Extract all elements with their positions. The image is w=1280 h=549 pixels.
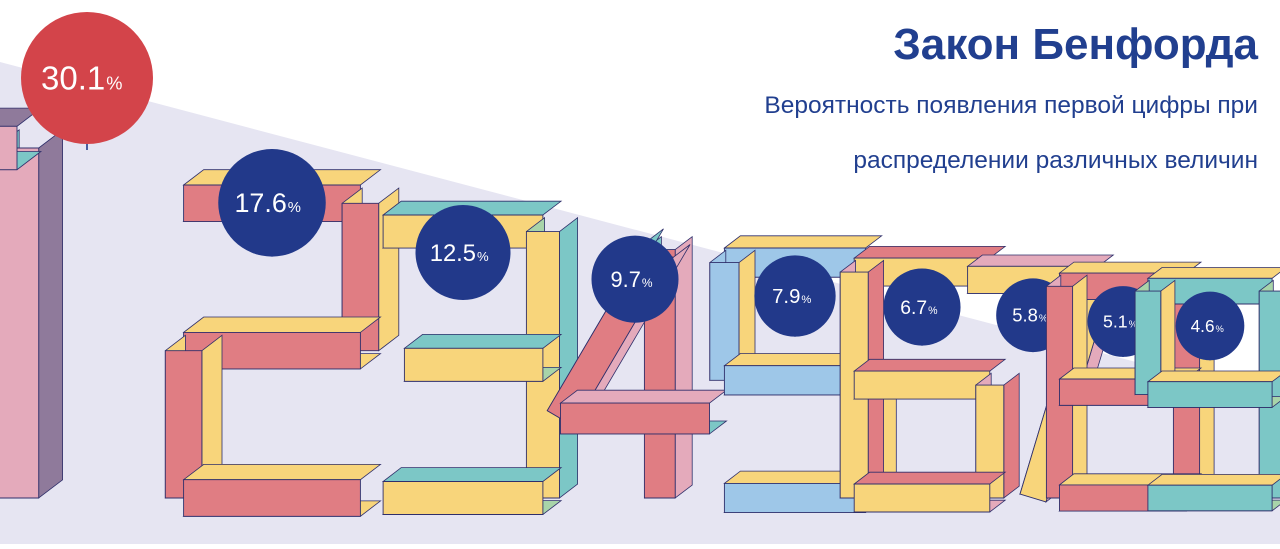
digit-side-face bbox=[853, 471, 1007, 485]
digit-front-face bbox=[1147, 484, 1273, 512]
value-number: 5.1 bbox=[1103, 312, 1128, 332]
digit-side-face bbox=[1146, 473, 1280, 486]
value-number: 9.7 bbox=[611, 267, 641, 292]
value-label-1: 30.1% bbox=[41, 60, 122, 97]
digit-side-face bbox=[723, 235, 883, 249]
digit-front-face bbox=[0, 147, 40, 499]
digit-glyph-6 bbox=[839, 245, 1020, 513]
digit-glyph-1 bbox=[0, 107, 63, 499]
value-circle-1 bbox=[21, 12, 153, 144]
value-percent-sign: % bbox=[642, 276, 653, 290]
value-circle-9 bbox=[1175, 291, 1245, 361]
digit-front-face bbox=[853, 370, 991, 400]
value-number: 30.1 bbox=[41, 60, 105, 97]
value-percent-sign: % bbox=[106, 74, 122, 94]
value-circle-2 bbox=[218, 149, 326, 257]
value-label-9: 4.6% bbox=[1191, 316, 1224, 336]
value-label-2: 17.6% bbox=[234, 188, 301, 218]
digit-side-face bbox=[182, 463, 382, 481]
chart-subtitle-line-1: Вероятность появления первой цифры при bbox=[764, 92, 1258, 119]
digit-front-face bbox=[560, 402, 710, 435]
digit-side-face bbox=[381, 467, 563, 482]
digit-group-4: 9.7% bbox=[546, 228, 728, 499]
value-number: 17.6 bbox=[234, 188, 286, 218]
value-number: 12.5 bbox=[430, 240, 476, 267]
value-percent-sign: % bbox=[288, 200, 301, 216]
value-label-5: 7.9% bbox=[772, 286, 811, 308]
digit-front-face bbox=[1147, 381, 1273, 408]
value-circle-3 bbox=[415, 204, 511, 300]
digit-side-face bbox=[1146, 370, 1280, 383]
value-number: 6.7 bbox=[900, 298, 927, 319]
digit-side-face bbox=[1146, 267, 1280, 279]
chart-title: Закон Бенфорда bbox=[893, 20, 1258, 69]
digit-side-face bbox=[182, 316, 382, 333]
value-label-6: 6.7% bbox=[900, 298, 938, 319]
digit-front-face bbox=[853, 483, 991, 513]
digit-group-2: 17.6% bbox=[164, 149, 400, 517]
digit-glyph-9 bbox=[1134, 267, 1280, 512]
digit-side-face bbox=[853, 358, 1007, 372]
value-percent-sign: % bbox=[1039, 314, 1048, 325]
digit-front-face bbox=[183, 479, 361, 517]
digit-front-face bbox=[0, 125, 18, 171]
digit-group-3: 12.5% bbox=[381, 200, 578, 515]
value-label-4: 9.7% bbox=[611, 267, 653, 292]
digit-side-face bbox=[1003, 372, 1020, 499]
value-percent-sign: % bbox=[801, 294, 811, 306]
digit-front-face bbox=[403, 347, 544, 382]
value-percent-sign: % bbox=[1129, 320, 1138, 331]
digit-glyph-3 bbox=[381, 200, 578, 515]
value-label-3: 12.5% bbox=[430, 240, 489, 267]
value-circle-6 bbox=[883, 268, 961, 346]
value-percent-sign: % bbox=[928, 305, 938, 317]
value-circle-4 bbox=[591, 235, 679, 323]
value-label-7: 5.8% bbox=[1012, 305, 1048, 326]
digit-group-6: 6.7% bbox=[839, 245, 1020, 513]
value-label-8: 5.1% bbox=[1103, 312, 1138, 332]
digit-group-1: 30.1% bbox=[0, 12, 153, 499]
value-percent-sign: % bbox=[477, 249, 489, 264]
digit-front-face bbox=[975, 384, 1005, 499]
value-circle-5 bbox=[754, 255, 836, 337]
value-percent-sign: % bbox=[1216, 323, 1224, 334]
digit-side-face bbox=[38, 128, 63, 499]
digit-side-face bbox=[559, 216, 578, 499]
digit-front-face bbox=[341, 202, 380, 352]
digit-group-9: 4.6% bbox=[1134, 267, 1280, 512]
value-number: 7.9 bbox=[772, 286, 800, 308]
value-number: 4.6 bbox=[1191, 316, 1215, 336]
digit-group-5: 7.9% bbox=[709, 235, 897, 514]
digit-front-face bbox=[382, 481, 544, 515]
digit-side-face bbox=[403, 333, 563, 349]
value-number: 5.8 bbox=[1012, 305, 1038, 326]
digit-side-face bbox=[559, 389, 728, 404]
chart-subtitle-line-2: распределении различных величин bbox=[853, 147, 1258, 174]
